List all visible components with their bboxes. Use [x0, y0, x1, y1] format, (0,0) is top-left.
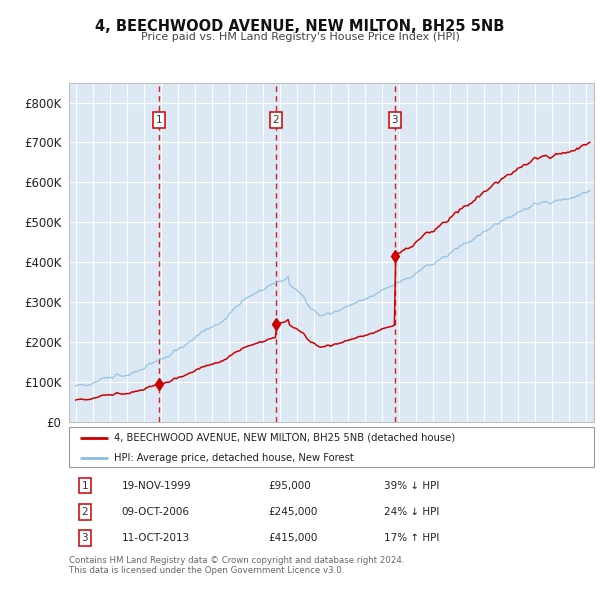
Text: £95,000: £95,000 [269, 480, 311, 490]
Text: HPI: Average price, detached house, New Forest: HPI: Average price, detached house, New … [113, 453, 353, 463]
Text: 2: 2 [272, 115, 279, 125]
Text: 4, BEECHWOOD AVENUE, NEW MILTON, BH25 5NB: 4, BEECHWOOD AVENUE, NEW MILTON, BH25 5N… [95, 19, 505, 34]
Text: 3: 3 [82, 533, 88, 543]
Text: £415,000: £415,000 [269, 533, 318, 543]
Text: 1: 1 [155, 115, 162, 125]
Text: 4, BEECHWOOD AVENUE, NEW MILTON, BH25 5NB (detached house): 4, BEECHWOOD AVENUE, NEW MILTON, BH25 5N… [113, 432, 455, 442]
Text: 3: 3 [392, 115, 398, 125]
Text: 11-OCT-2013: 11-OCT-2013 [121, 533, 190, 543]
Text: 39% ↓ HPI: 39% ↓ HPI [384, 480, 439, 490]
Text: Price paid vs. HM Land Registry's House Price Index (HPI): Price paid vs. HM Land Registry's House … [140, 32, 460, 42]
Text: £245,000: £245,000 [269, 507, 318, 517]
Text: Contains HM Land Registry data © Crown copyright and database right 2024.
This d: Contains HM Land Registry data © Crown c… [69, 556, 404, 575]
Text: 19-NOV-1999: 19-NOV-1999 [121, 480, 191, 490]
Text: 1: 1 [82, 480, 88, 490]
Text: 17% ↑ HPI: 17% ↑ HPI [384, 533, 439, 543]
Text: 24% ↓ HPI: 24% ↓ HPI [384, 507, 439, 517]
FancyBboxPatch shape [69, 427, 594, 467]
Text: 09-OCT-2006: 09-OCT-2006 [121, 507, 190, 517]
Text: 2: 2 [82, 507, 88, 517]
